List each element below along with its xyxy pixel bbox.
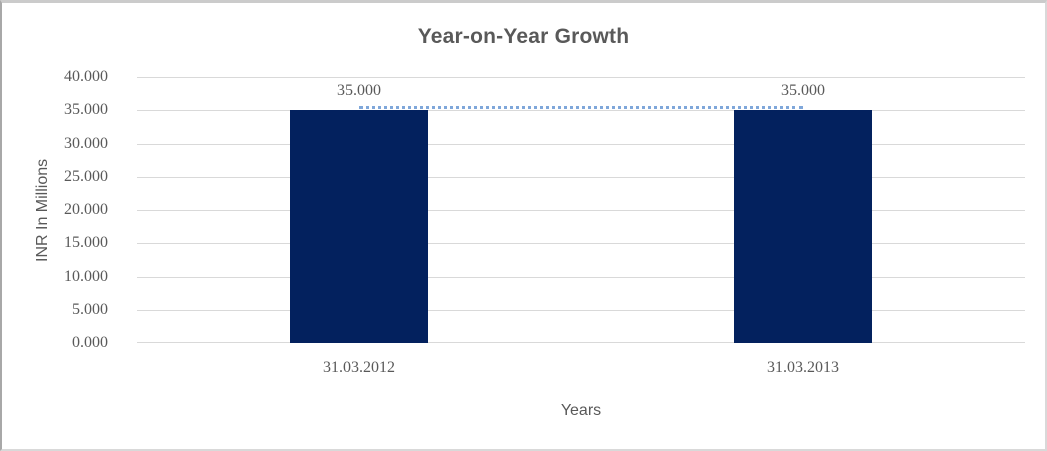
gridline <box>137 342 1025 343</box>
chart-title: Year-on-Year Growth <box>417 25 630 48</box>
y-tick-label: 40.000 <box>64 68 108 85</box>
gridline <box>137 243 1025 244</box>
y-tick-label: 0.000 <box>72 334 108 351</box>
y-tick-label: 5.000 <box>72 301 108 318</box>
y-tick-label: 25.000 <box>64 168 108 185</box>
x-axis-title: Years <box>560 402 602 419</box>
gridline <box>137 144 1025 145</box>
x-tick-label: 31.03.2012 <box>323 359 395 376</box>
x-tick-label: 31.03.2013 <box>767 359 839 376</box>
bar <box>290 110 428 343</box>
y-tick-label: 10.000 <box>64 268 108 285</box>
y-tick-label: 15.000 <box>64 234 108 251</box>
trendline <box>359 106 803 109</box>
y-tick-label: 35.000 <box>64 101 108 118</box>
y-tick-label: 20.000 <box>64 201 108 218</box>
bar-data-label: 35.000 <box>337 82 381 99</box>
plot-area: 35.000 35.000 <box>137 77 1025 343</box>
gridline <box>137 177 1025 178</box>
gridline <box>137 277 1025 278</box>
gridline <box>137 77 1025 78</box>
bar-data-label: 35.000 <box>781 82 825 99</box>
gridline <box>137 210 1025 211</box>
y-axis-tick-labels: 0.000 5.000 10.000 15.000 20.000 25.000 30.000… <box>2 68 123 351</box>
gridline <box>137 310 1025 311</box>
x-axis-tick-labels: 31.03.2012 31.03.2013 <box>137 359 1025 379</box>
bar <box>734 110 872 343</box>
gridline <box>137 110 1025 111</box>
y-tick-label: 30.000 <box>64 135 108 152</box>
